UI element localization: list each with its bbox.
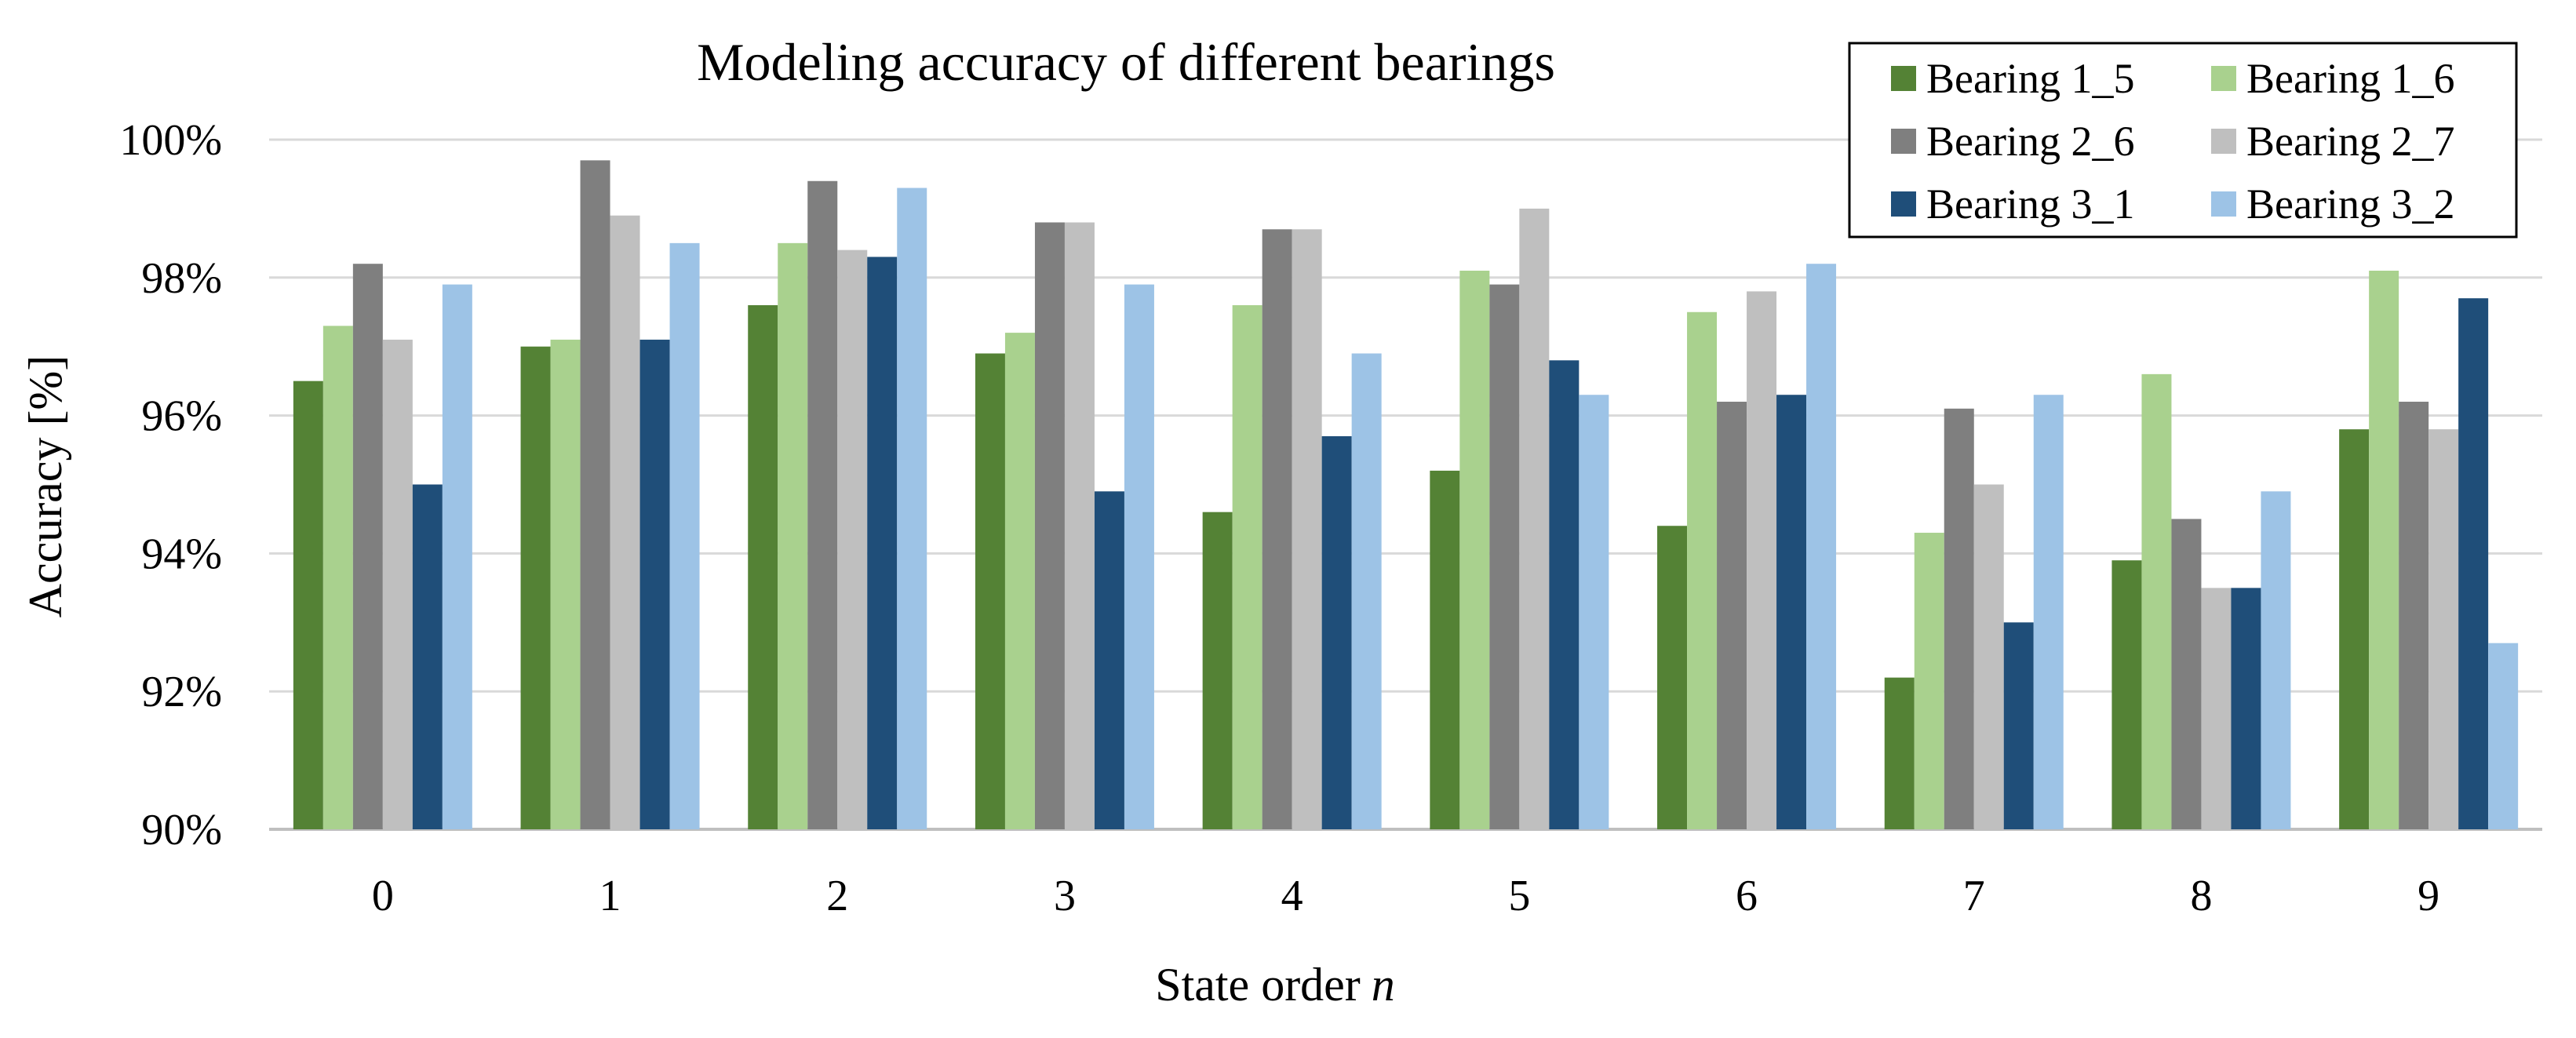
bar: [520, 346, 551, 829]
chart-title: Modeling accuracy of different bearings: [697, 32, 1555, 92]
bar: [412, 484, 443, 829]
legend-label: Bearing 3_1: [1926, 180, 2134, 228]
bar: [2033, 395, 2064, 830]
bar: [1232, 304, 1262, 830]
bar: [2428, 429, 2459, 829]
bar: [2141, 373, 2172, 829]
bar: [1292, 229, 1322, 829]
bar: [2111, 560, 2142, 829]
y-tick-label: 100%: [119, 116, 222, 165]
y-axis: 90% 92% 94% 96% 98% 100%: [119, 116, 222, 854]
y-tick-label: 92%: [141, 668, 222, 716]
bar: [2488, 643, 2519, 829]
x-tick-label: 5: [1508, 872, 1530, 920]
bar: [1430, 470, 1460, 829]
bar: [293, 381, 323, 829]
bar: [639, 339, 670, 829]
legend-label: Bearing 1_6: [2246, 55, 2454, 102]
x-tick-label: 6: [1736, 872, 1758, 920]
y-axis-label: Accuracy [%]: [20, 355, 71, 618]
legend-label: Bearing 2_7: [2246, 118, 2454, 165]
bars: [293, 160, 2519, 830]
bar: [778, 242, 808, 830]
bar: [1747, 291, 1777, 829]
x-axis: 0 1 2 3 4 5 6 7 8 9: [372, 872, 2439, 920]
bar: [1489, 284, 1520, 830]
x-axis-label-text: State order: [1155, 959, 1361, 1011]
x-axis-label: State order n: [1155, 959, 1395, 1011]
bar: [1321, 435, 1352, 829]
legend-box: [1848, 42, 2518, 239]
x-tick-label: 1: [599, 872, 621, 920]
legend-swatch: [1891, 66, 1916, 91]
bar: [610, 215, 640, 829]
legend-swatch: [2211, 191, 2236, 217]
bar: [807, 180, 838, 830]
bar: [550, 339, 581, 829]
legend-label: Bearing 1_5: [1926, 55, 2134, 102]
bar: [2339, 429, 2370, 829]
bar: [1579, 395, 1609, 830]
legend-label: Bearing 2_6: [1926, 118, 2134, 165]
bar: [1124, 284, 1154, 830]
legend-label: Bearing 3_2: [2246, 180, 2454, 228]
bar: [382, 339, 413, 829]
bar: [2201, 588, 2232, 829]
bar: [2369, 271, 2399, 829]
legend-swatch: [2211, 129, 2236, 154]
bar: [2399, 402, 2429, 829]
x-axis-label-variable: n: [1372, 959, 1395, 1011]
bar: [669, 242, 700, 830]
bar: [580, 160, 610, 829]
bar: [867, 257, 898, 829]
bar: [837, 249, 868, 829]
y-tick-label: 98%: [141, 254, 222, 303]
x-tick-label: 3: [1054, 872, 1076, 920]
bar: [1351, 353, 1382, 829]
bar: [1004, 333, 1035, 829]
x-tick-label: 9: [2418, 872, 2439, 920]
bar: [1034, 222, 1065, 830]
bar: [748, 304, 778, 830]
bar: [897, 188, 927, 829]
bar: [1944, 408, 1974, 829]
legend-swatch: [2211, 66, 2236, 91]
legend: Bearing 1_5 Bearing 1_6 Bearing 2_6 Bearing…: [1848, 42, 2518, 239]
bar: [2458, 298, 2489, 829]
bar: [1657, 526, 1688, 829]
x-tick-label: 2: [826, 872, 848, 920]
bar: [975, 353, 1005, 829]
bar: [1202, 512, 1233, 829]
bar: [1262, 229, 1292, 829]
x-tick-label: 7: [1963, 872, 1985, 920]
bar: [2261, 491, 2291, 829]
legend-swatch: [1891, 129, 1916, 154]
bar: [1064, 222, 1095, 830]
bar: [352, 264, 383, 830]
bar: [2003, 622, 2034, 829]
x-tick-label: 4: [1281, 872, 1303, 920]
bar: [2171, 519, 2202, 829]
bar: [322, 326, 353, 830]
y-tick-label: 94%: [141, 530, 222, 578]
bar: [1687, 311, 1718, 829]
bar: [1459, 271, 1490, 829]
y-tick-label: 90%: [141, 806, 222, 854]
bar: [1884, 677, 1915, 829]
bar: [1549, 360, 1579, 829]
x-tick-label: 8: [2190, 872, 2212, 920]
y-tick-label: 96%: [141, 392, 222, 441]
bar: [1806, 264, 1837, 830]
legend-swatch: [1891, 191, 1916, 217]
x-tick-label: 0: [372, 872, 394, 920]
bar: [1914, 533, 1944, 829]
bar: [1519, 208, 1550, 829]
bar: [1973, 484, 2004, 829]
bar: [2231, 588, 2261, 829]
bar: [1717, 402, 1747, 829]
bar: [1094, 491, 1124, 829]
bar: [442, 284, 472, 830]
bar: [1776, 395, 1807, 830]
